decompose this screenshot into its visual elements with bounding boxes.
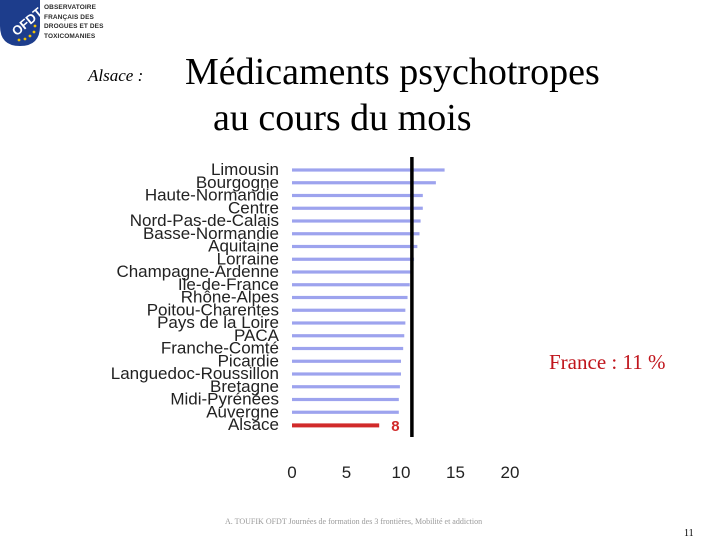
bar (292, 283, 410, 287)
bar (292, 346, 404, 351)
bar (292, 168, 445, 172)
category-label: Poitou-Charentes (147, 300, 279, 319)
bar (292, 410, 399, 414)
bar (292, 321, 406, 325)
bar (292, 397, 399, 402)
bars: 8 (292, 168, 445, 435)
highlight-value-label: 8 (391, 418, 399, 435)
category-label: Bourgogne (196, 173, 279, 192)
category-label: Nord-Pas-de-Calais (130, 211, 279, 230)
bar (292, 244, 418, 249)
ofdt-badge-icon: OFDT (0, 0, 40, 46)
logo-line: DROGUES ET DES (44, 23, 104, 30)
bar (292, 219, 421, 223)
category-label: Languedoc-Roussillon (111, 364, 279, 383)
category-label: PACA (234, 326, 280, 345)
category-label: Franche-Comté (161, 339, 279, 358)
category-label: Picardie (218, 351, 279, 370)
category-label: Limousin (211, 160, 279, 179)
x-tick-label: 5 (342, 463, 351, 482)
bar (292, 193, 423, 198)
category-label: Auvergne (206, 402, 279, 421)
region-label: Alsace : (88, 66, 144, 85)
logo-line: FRANÇAIS DES (44, 13, 94, 21)
regional-bar-chart: LimousinBourgogneHaute-NormandieCentreNo… (111, 157, 519, 482)
bar (292, 232, 420, 236)
category-label: Ile-de-France (178, 275, 279, 294)
slide-title-line-1: Médicaments psychotropes (185, 51, 600, 93)
category-label: Aquitaine (208, 237, 279, 256)
logo-wordmark: OBSERVATOIRE FRANÇAIS DES DROGUES ET DES… (44, 3, 104, 41)
category-label: Lorraine (217, 249, 279, 268)
bar (292, 206, 423, 210)
bar (292, 257, 415, 261)
category-label: Haute-Normandie (145, 186, 279, 205)
bar (292, 181, 436, 185)
category-label: Midi-Pyrénées (170, 390, 279, 409)
category-labels: LimousinBourgogneHaute-NormandieCentreNo… (111, 160, 280, 434)
bar (292, 385, 400, 389)
slide-title-line-2: au cours du mois (213, 97, 472, 139)
category-label: Rhône-Alpes (181, 288, 279, 307)
x-tick-label: 10 (392, 463, 411, 482)
bar (292, 372, 401, 376)
x-tick-label: 15 (446, 463, 465, 482)
bar (292, 359, 401, 363)
category-label: Champagne-Ardenne (116, 262, 279, 281)
x-tick-label: 20 (501, 463, 520, 482)
logo-line: TOXICOMANIES (44, 32, 96, 40)
category-label: Alsace (228, 415, 279, 434)
bar (292, 334, 405, 338)
logo-line: OBSERVATOIRE (44, 4, 97, 11)
bar (292, 295, 408, 300)
category-label: Centre (228, 198, 279, 217)
footer-credit: A. TOUFIK OFDT Journées de formation des… (225, 517, 483, 526)
category-label: Pays de la Loire (157, 313, 279, 332)
france-average-annotation: France : 11 % (549, 350, 666, 374)
bar (292, 270, 412, 274)
ofdt-logo: OFDT OBSERVATOIRE FRANÇAIS DES DROGUES E… (0, 0, 103, 46)
highlight-bar (292, 423, 380, 428)
bar (292, 308, 406, 312)
x-tick-label: 0 (287, 463, 296, 482)
category-label: Bretagne (210, 377, 279, 396)
category-label: Basse-Normandie (143, 224, 279, 243)
x-axis-ticks: 0 5 10 15 20 (287, 463, 519, 482)
page-number: 11 (684, 528, 694, 539)
